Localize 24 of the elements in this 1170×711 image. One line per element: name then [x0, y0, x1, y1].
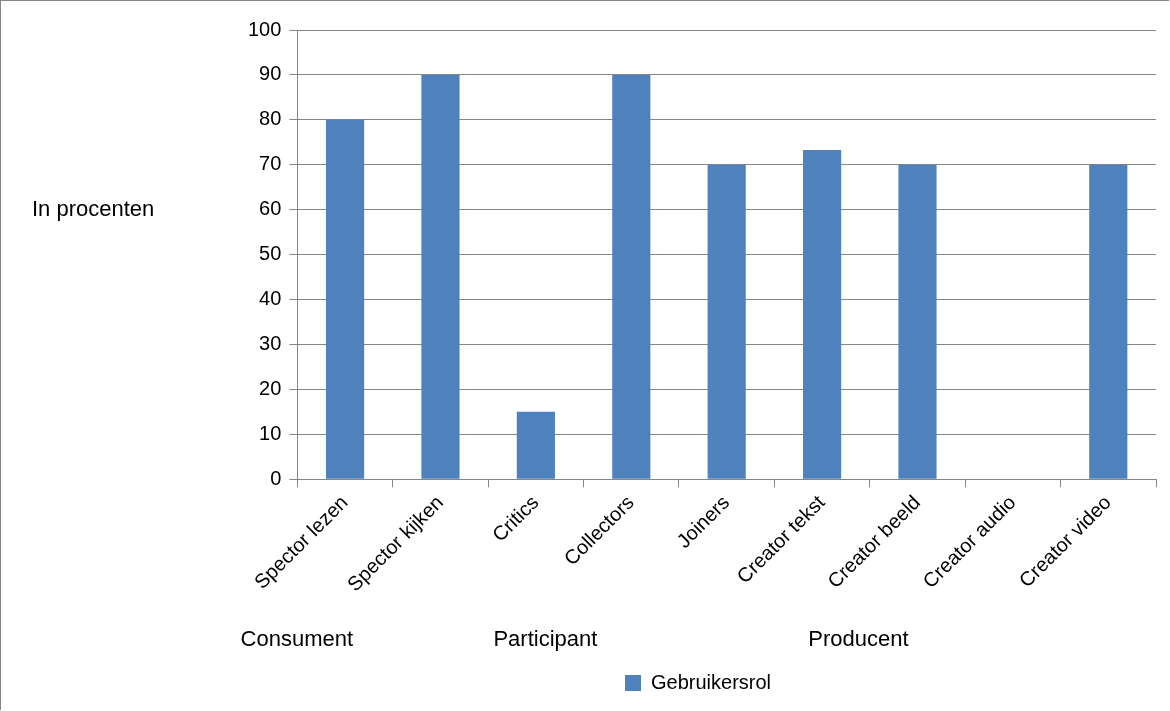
legend-label: Gebruikersrol — [650, 670, 772, 693]
y-tick-label: 20 — [259, 376, 282, 399]
y-tick-label: 90 — [259, 62, 282, 85]
bar — [516, 411, 555, 479]
bar — [325, 119, 365, 479]
bar — [898, 164, 937, 479]
y-tick-label: 0 — [270, 466, 282, 489]
y-tick-label: 10 — [259, 421, 282, 444]
bar — [612, 74, 651, 479]
bar — [421, 74, 460, 479]
text: Consument — [240, 626, 354, 652]
y-tick-label: 60 — [259, 197, 282, 220]
bar — [1089, 164, 1128, 479]
y-tick-label: 40 — [259, 287, 282, 310]
bar — [707, 164, 746, 479]
y-tick-label: 70 — [259, 152, 282, 175]
y-tick-label: 30 — [259, 331, 282, 354]
text: Participant — [493, 626, 598, 652]
y-tick-label: 50 — [259, 242, 282, 265]
bar — [803, 149, 842, 479]
y-tick-label: 80 — [259, 107, 282, 130]
text: Producent — [808, 626, 909, 652]
y-axis-title: In procenten — [32, 195, 155, 221]
y-tick-label: 100 — [247, 17, 282, 40]
